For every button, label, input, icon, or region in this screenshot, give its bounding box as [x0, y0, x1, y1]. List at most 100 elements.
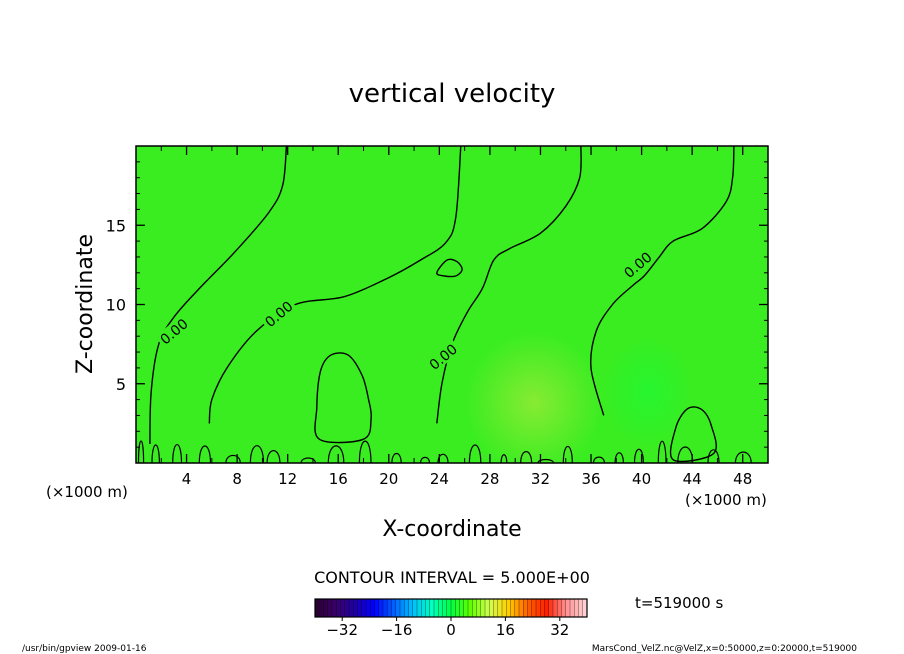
colorbar-bin — [387, 599, 392, 617]
x-tick-label: 24 — [430, 470, 449, 488]
colorbar-bin — [472, 599, 477, 617]
contour-closed — [436, 258, 463, 278]
colorbar-bin — [391, 599, 397, 617]
colorbar-bin — [446, 599, 452, 617]
colorbar-bin — [489, 599, 494, 617]
colorbar-tick-label: 0 — [446, 621, 456, 639]
colorbar-bin — [497, 599, 503, 617]
colorbar-bin — [434, 599, 439, 617]
colorbar-bin — [493, 599, 499, 617]
colorbar-tick-label: −32 — [326, 621, 358, 639]
colorbar-bin — [527, 599, 533, 617]
x-unit-left: (×1000 m) — [46, 483, 128, 501]
contour-line — [590, 146, 735, 416]
contour-line — [149, 146, 288, 445]
colorbar-bin — [531, 599, 537, 617]
x-tick-label: 32 — [531, 470, 550, 488]
colorbar-bin — [578, 599, 584, 617]
colorbar-bin — [468, 599, 473, 617]
colorbar-bin — [561, 599, 567, 617]
footer-right: MarsCond_VelZ.nc@VelZ,x=0:50000,z=0:2000… — [592, 644, 857, 654]
colorbar-bin — [315, 599, 320, 617]
x-tick-label: 16 — [329, 470, 348, 488]
contour-interval-text: CONTOUR INTERVAL = 5.000E+00 — [314, 568, 590, 587]
surface-contour-wiggle — [137, 440, 752, 463]
colorbar-bin — [349, 599, 354, 617]
colorbar-bin — [323, 599, 329, 617]
colorbar-bin — [383, 599, 388, 617]
colorbar-bin — [395, 599, 401, 617]
colorbar: −32 −16 0 16 32 — [314, 598, 588, 639]
contour-line — [208, 146, 462, 424]
colorbar-tick-label: 32 — [550, 621, 569, 639]
colorbar-bin — [565, 599, 571, 617]
footer-left: /usr/bin/gpview 2009-01-16 — [22, 644, 147, 654]
colorbar-bin — [510, 599, 516, 617]
colorbar-bin — [544, 599, 550, 617]
colorbar-bin — [421, 599, 426, 617]
colorbar-bin — [425, 599, 431, 617]
y-axis-label: Z-coordinate — [73, 234, 98, 374]
x-unit-right: (×1000 m) — [685, 491, 767, 509]
y-tick-label: 15 — [106, 216, 126, 235]
colorbar-bin — [485, 599, 490, 617]
colorbar-bin — [514, 599, 520, 617]
colorbar-bin — [480, 599, 486, 617]
colorbar-bin — [506, 599, 511, 617]
surface-contour-noise — [137, 440, 752, 463]
colorbar-bin — [400, 599, 405, 617]
colorbar-bin — [417, 599, 422, 617]
colorbar-bin — [429, 599, 435, 617]
colorbar-bin — [357, 599, 363, 617]
x-tick-label: 28 — [480, 470, 499, 488]
x-tick-label: 40 — [632, 470, 651, 488]
colorbar-bin — [366, 599, 371, 617]
colorbar-bin — [540, 599, 545, 617]
colorbar-bin — [459, 599, 465, 617]
x-tick-label: 12 — [278, 470, 297, 488]
x-axis-label: X-coordinate — [382, 517, 521, 542]
colorbar-bin — [412, 599, 418, 617]
colorbar-bin — [344, 599, 350, 617]
colorbar-bin — [570, 599, 575, 617]
x-tick-label: 44 — [683, 470, 702, 488]
field-highlight-cool — [603, 336, 693, 448]
colorbar-bin — [327, 599, 333, 617]
colorbar-bin — [332, 599, 337, 617]
colorbar-bin — [361, 599, 367, 617]
colorbar-bin — [438, 599, 443, 617]
colorbar-bin — [336, 599, 341, 617]
colorbar-bin — [502, 599, 507, 617]
colorbar-bin — [523, 599, 528, 617]
colorbar-bin — [548, 599, 554, 617]
colorbar-bin — [582, 599, 588, 617]
colorbar-bin — [374, 599, 380, 617]
colorbar-bin — [404, 599, 409, 617]
colorbar-bin — [476, 599, 482, 617]
contour-closed — [314, 352, 372, 444]
field-highlight-warm — [464, 331, 604, 463]
colorbar-bin — [370, 599, 375, 617]
x-tick-label: 36 — [581, 470, 600, 488]
colorbar-bin — [553, 599, 558, 617]
colorbar-bin — [519, 599, 524, 617]
colorbar-bin — [463, 599, 469, 617]
x-tick-label: 20 — [379, 470, 398, 488]
field-overlays — [464, 331, 693, 463]
plot-area: 0.000.000.000.00 4 8 12 16 20 24 28 32 36 40 44 48 … — [106, 145, 769, 488]
colorbar-bin — [353, 599, 358, 617]
colorbar-bin — [451, 599, 456, 617]
colorbar-bin — [557, 599, 562, 617]
y-axis: 5 10 15 — [106, 161, 768, 448]
contour-closed — [669, 406, 717, 463]
colorbar-bin — [340, 599, 346, 617]
colorbar-bin — [455, 599, 460, 617]
colorbar-tick-label: 16 — [496, 621, 515, 639]
colorbar-bin — [442, 599, 448, 617]
x-tick-label: 48 — [733, 470, 752, 488]
colorbar-bin — [319, 599, 324, 617]
colorbar-bin — [378, 599, 384, 617]
time-label: t=519000 s — [635, 594, 723, 612]
colorbar-bin — [574, 599, 579, 617]
